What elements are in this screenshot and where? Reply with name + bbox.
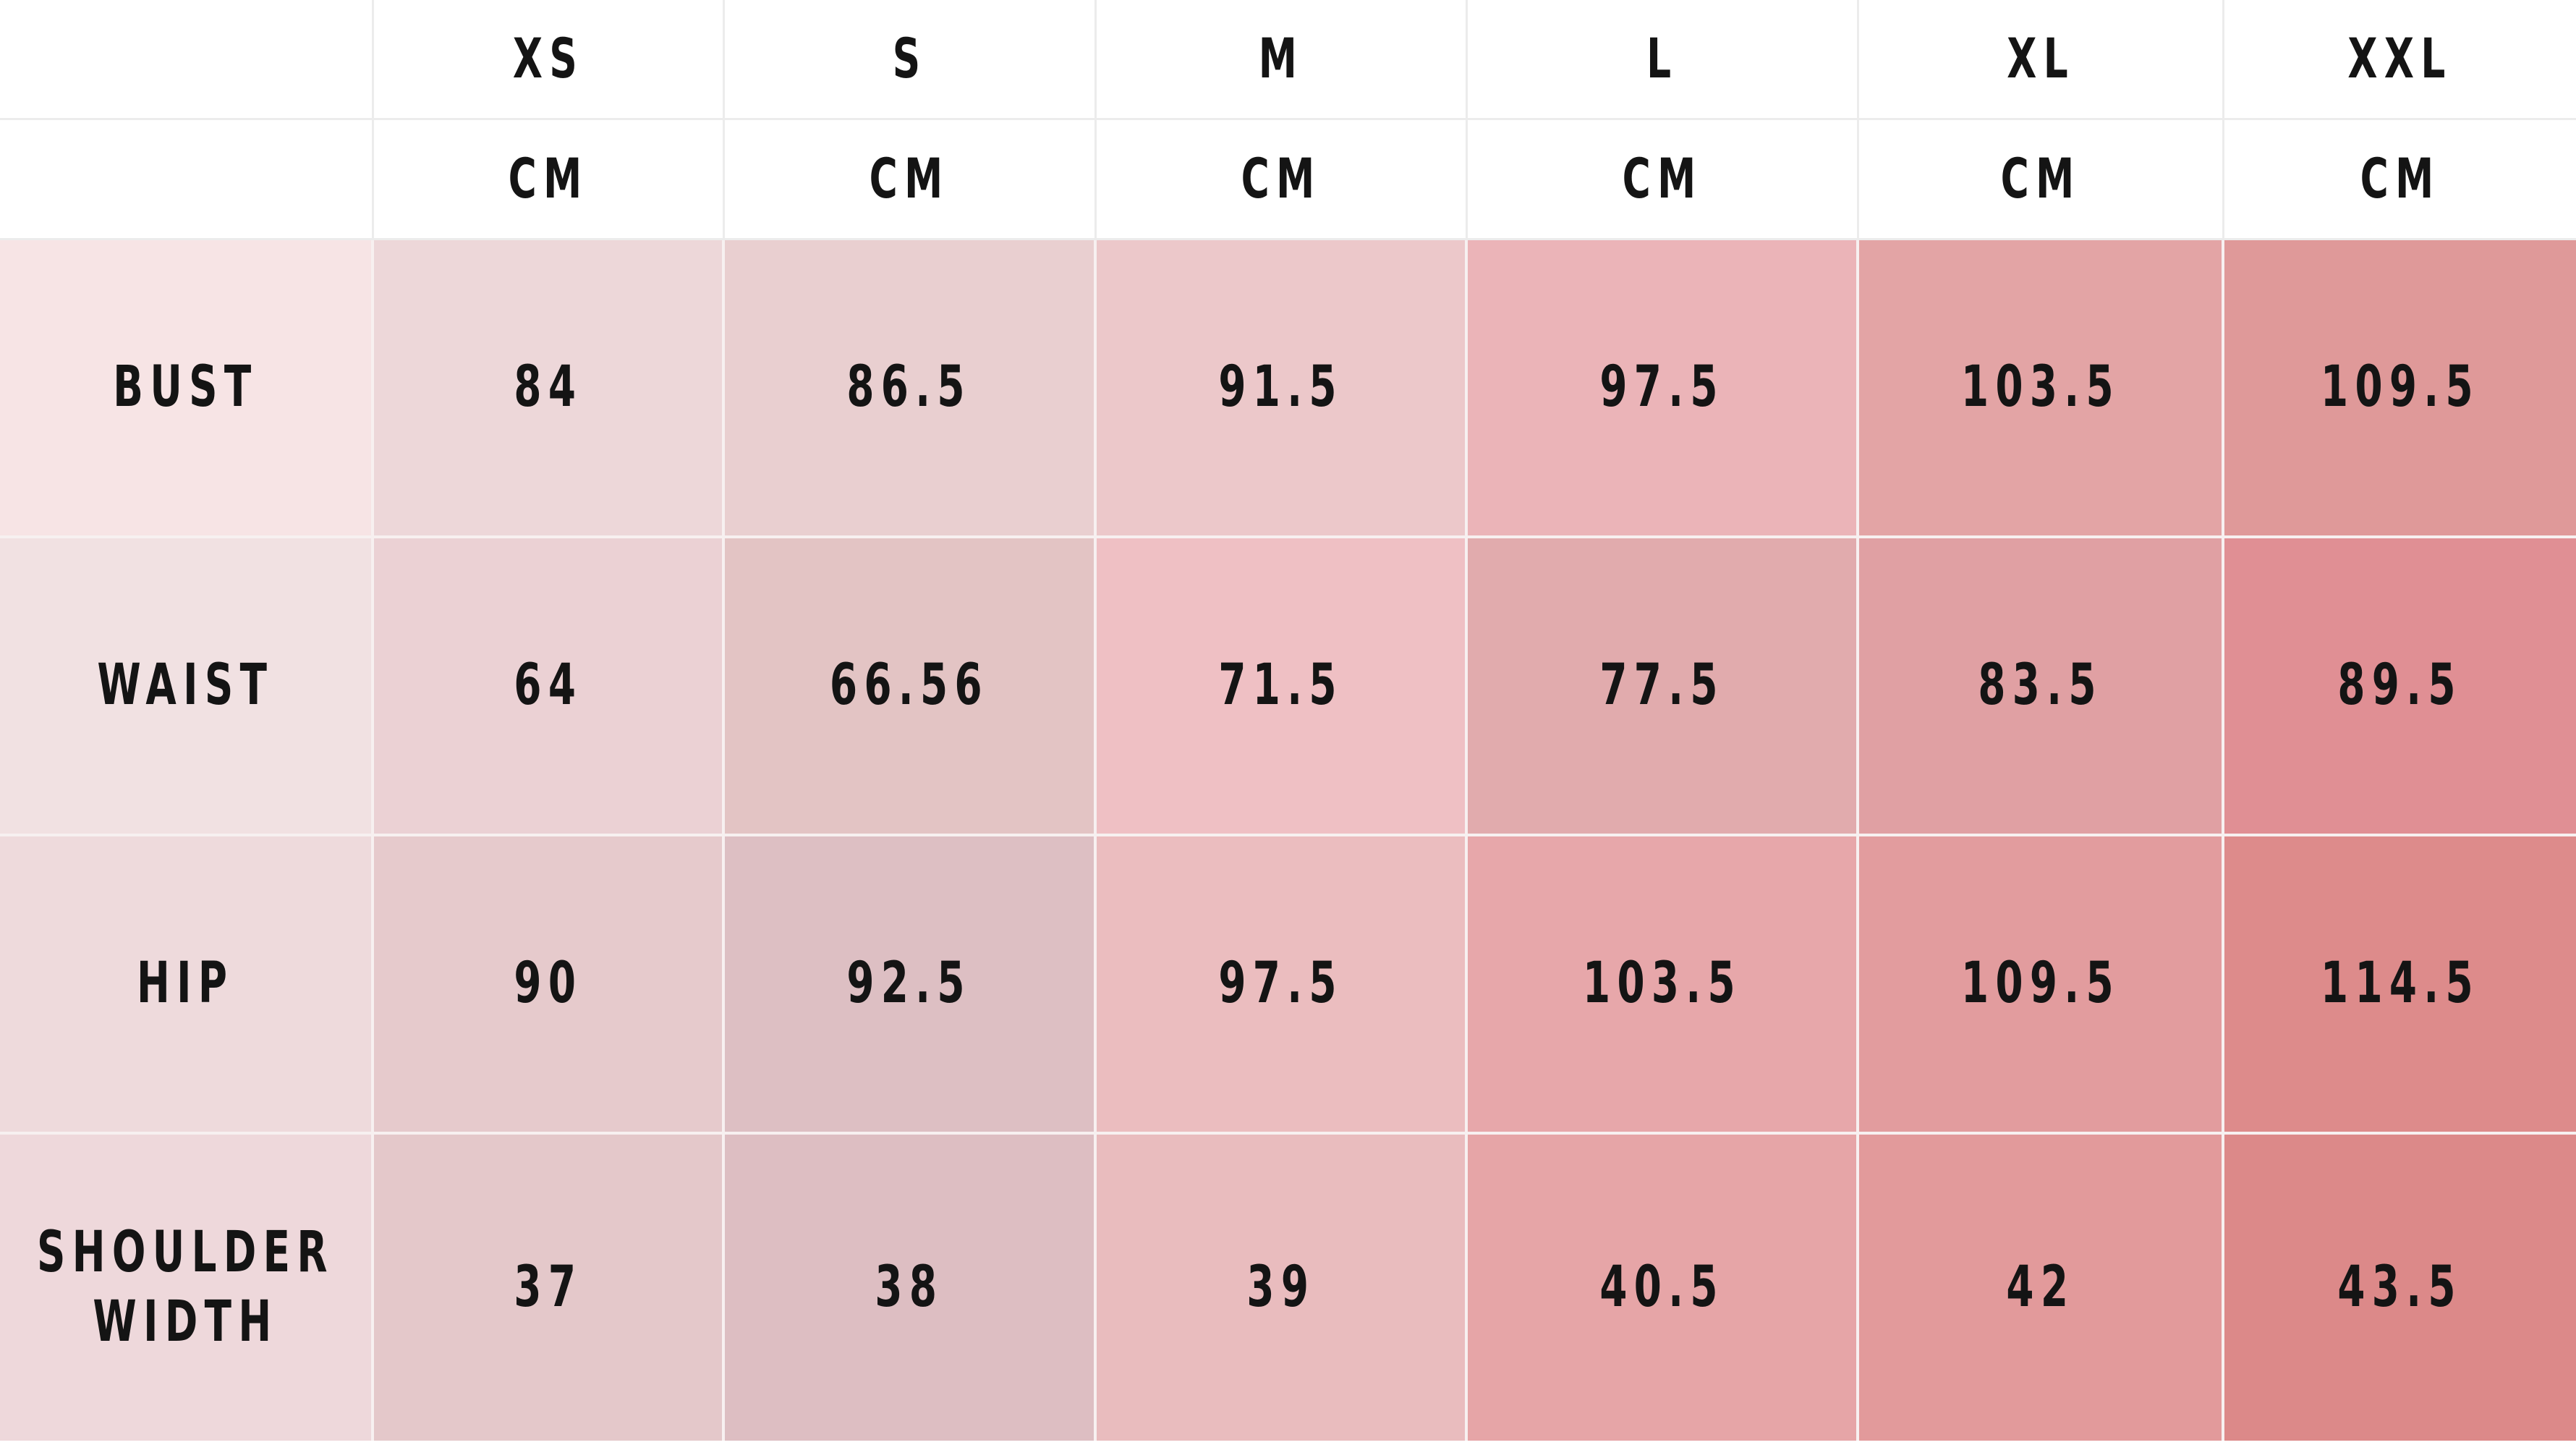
row-label-bust: BUST [0, 240, 374, 538]
value-cell-bust-m: 91.5 [1097, 240, 1468, 538]
value-cell-shoulder-width-m: 39 [1097, 1135, 1468, 1441]
value-cell-shoulder-width-m-text: 39 [1246, 1254, 1315, 1320]
value-cell-hip-l: 103.5 [1468, 836, 1859, 1135]
size-header-l-text: L [1646, 26, 1678, 91]
size-header-l: L [1468, 0, 1859, 120]
row-label-waist: WAIST [0, 538, 374, 836]
row-label-bust-text: BUST [113, 355, 258, 420]
size-header-s-text: S [892, 26, 927, 91]
value-cell-waist-s-text: 66.56 [830, 653, 989, 719]
value-cell-hip-xxl: 114.5 [2224, 836, 2576, 1135]
unit-header-text: CM [870, 146, 950, 211]
value-cell-waist-xs-text: 64 [514, 653, 582, 719]
value-cell-waist-xl: 83.5 [1859, 538, 2224, 836]
value-cell-shoulder-width-xxl: 43.5 [2224, 1135, 2576, 1441]
value-cell-hip-xl-text: 109.5 [1960, 951, 2120, 1017]
value-cell-waist-s: 66.56 [725, 538, 1097, 836]
value-cell-bust-xxl-text: 109.5 [2321, 355, 2480, 420]
value-cell-hip-xs: 90 [374, 836, 725, 1135]
value-cell-bust-xs-text: 84 [514, 355, 582, 420]
value-cell-hip-xs-text: 90 [514, 951, 582, 1017]
header-corner [0, 0, 374, 120]
size-header-xs-text: XS [512, 26, 585, 91]
size-header-s: S [725, 0, 1097, 120]
row-label-shoulder-width: SHOULDER WIDTH [0, 1135, 374, 1441]
value-cell-waist-m: 71.5 [1097, 538, 1468, 836]
value-cell-hip-s-text: 92.5 [846, 951, 972, 1017]
row-label-shoulder-width-text: SHOULDER WIDTH [37, 1220, 334, 1355]
value-cell-waist-xxl-text: 89.5 [2337, 653, 2463, 719]
unit-header-text: CM [2360, 146, 2441, 211]
size-header-xxl: XXL [2224, 0, 2576, 120]
size-header-m-text: M [1258, 26, 1304, 91]
size-header-xxl-text: XXL [2347, 26, 2453, 91]
value-cell-hip-m: 97.5 [1097, 836, 1468, 1135]
value-cell-shoulder-width-xl: 42 [1859, 1135, 2224, 1441]
value-cell-hip-s: 92.5 [725, 836, 1097, 1135]
unit-header: CM [374, 120, 725, 240]
value-cell-hip-m-text: 97.5 [1218, 951, 1343, 1017]
unit-header: CM [2224, 120, 2576, 240]
unit-header: CM [725, 120, 1097, 240]
value-cell-bust-xxl: 109.5 [2224, 240, 2576, 538]
value-cell-bust-xs: 84 [374, 240, 725, 538]
value-cell-bust-s-text: 86.5 [846, 355, 972, 420]
value-cell-waist-xxl: 89.5 [2224, 538, 2576, 836]
value-cell-hip-xl: 109.5 [1859, 836, 2224, 1135]
unit-header: CM [1859, 120, 2224, 240]
value-cell-shoulder-width-xl-text: 42 [2006, 1254, 2075, 1320]
value-cell-shoulder-width-l: 40.5 [1468, 1135, 1859, 1441]
row-label-waist-text: WAIST [97, 653, 274, 719]
unit-header-text: CM [2000, 146, 2081, 211]
value-cell-shoulder-width-xxl-text: 43.5 [2337, 1254, 2463, 1320]
row-label-hip-text: HIP [137, 951, 234, 1017]
value-cell-shoulder-width-l-text: 40.5 [1599, 1254, 1725, 1320]
value-cell-waist-m-text: 71.5 [1218, 653, 1343, 719]
value-cell-shoulder-width-xs-text: 37 [514, 1254, 582, 1320]
value-cell-bust-s: 86.5 [725, 240, 1097, 538]
value-cell-hip-l-text: 103.5 [1582, 951, 1742, 1017]
unit-header-text: CM [1241, 146, 1322, 211]
unit-header: CM [1468, 120, 1859, 240]
row-label-hip: HIP [0, 836, 374, 1135]
unit-header: CM [1097, 120, 1468, 240]
value-cell-bust-m-text: 91.5 [1218, 355, 1343, 420]
value-cell-bust-l-text: 97.5 [1599, 355, 1725, 420]
unit-header-text: CM [508, 146, 589, 211]
value-cell-waist-l-text: 77.5 [1599, 653, 1725, 719]
value-cell-hip-xxl-text: 114.5 [2321, 951, 2480, 1017]
size-header-xl-text: XL [2007, 26, 2075, 91]
value-cell-waist-l: 77.5 [1468, 538, 1859, 836]
size-header-xs: XS [374, 0, 725, 120]
size-header-m: M [1097, 0, 1468, 120]
size-header-xl: XL [1859, 0, 2224, 120]
value-cell-waist-xs: 64 [374, 538, 725, 836]
value-cell-shoulder-width-s: 38 [725, 1135, 1097, 1441]
value-cell-bust-xl: 103.5 [1859, 240, 2224, 538]
value-cell-bust-xl-text: 103.5 [1960, 355, 2120, 420]
value-cell-shoulder-width-s-text: 38 [875, 1254, 944, 1320]
value-cell-shoulder-width-xs: 37 [374, 1135, 725, 1441]
value-cell-bust-l: 97.5 [1468, 240, 1859, 538]
unit-header-text: CM [1622, 146, 1703, 211]
unit-corner [0, 120, 374, 240]
value-cell-waist-xl-text: 83.5 [1978, 653, 2103, 719]
